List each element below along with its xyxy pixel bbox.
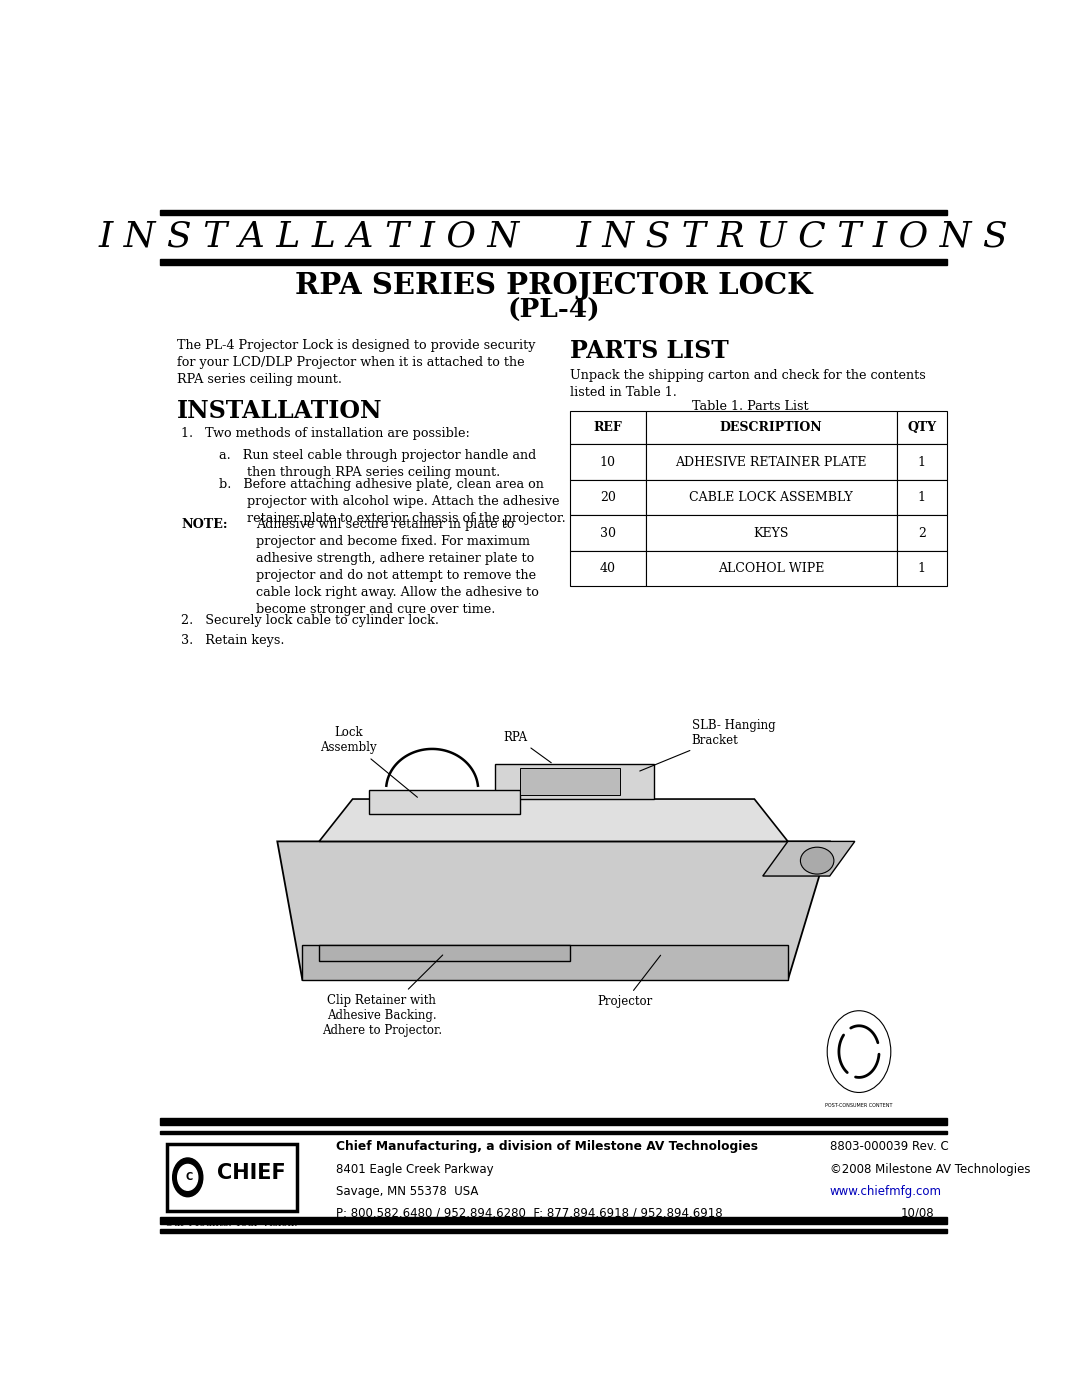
Bar <box>646 444 896 479</box>
Circle shape <box>178 1165 198 1190</box>
Bar <box>160 210 947 215</box>
Text: DESCRIPTION: DESCRIPTION <box>719 420 823 434</box>
Text: NOTE:: NOTE: <box>181 518 228 531</box>
Bar <box>160 1217 947 1224</box>
Text: 1: 1 <box>918 455 926 468</box>
Bar <box>570 411 646 444</box>
Bar <box>570 479 646 515</box>
Bar <box>896 444 947 479</box>
Text: b.   Before attaching adhesive plate, clean area on
       projector with alcoho: b. Before attaching adhesive plate, clea… <box>218 478 566 525</box>
Text: 10: 10 <box>599 455 616 468</box>
Bar <box>160 258 947 264</box>
Text: Savage, MN 55378  USA: Savage, MN 55378 USA <box>336 1185 478 1199</box>
Text: I N S T A L L A T I O N     I N S T R U C T I O N S: I N S T A L L A T I O N I N S T R U C T … <box>98 219 1009 254</box>
Text: SLB- Hanging
Bracket: SLB- Hanging Bracket <box>639 718 775 771</box>
Text: POST-CONSUMER CONTENT: POST-CONSUMER CONTENT <box>825 1104 893 1108</box>
Text: Chief Manufacturing, a division of Milestone AV Technologies: Chief Manufacturing, a division of Miles… <box>336 1140 758 1153</box>
Bar <box>646 479 896 515</box>
Text: Lock
Assembly: Lock Assembly <box>320 726 418 798</box>
Text: Unpack the shipping carton and check for the contents
listed in Table 1.: Unpack the shipping carton and check for… <box>570 369 926 400</box>
Text: C: C <box>186 1172 193 1182</box>
Text: 30: 30 <box>599 527 616 539</box>
Text: 1: 1 <box>918 492 926 504</box>
Text: 8401 Eagle Creek Parkway: 8401 Eagle Creek Parkway <box>336 1162 494 1176</box>
Text: Clip Retainer with
Adhesive Backing.
Adhere to Projector.: Clip Retainer with Adhesive Backing. Adh… <box>322 956 443 1037</box>
Bar <box>160 1229 947 1232</box>
Text: Adhesive will secure retainer in plate to
projector and become fixed. For maximu: Adhesive will secure retainer in plate t… <box>256 518 539 616</box>
Text: CABLE LOCK ASSEMBLY: CABLE LOCK ASSEMBLY <box>689 492 853 504</box>
Polygon shape <box>320 946 570 961</box>
Text: ©2008 Milestone AV Technologies: ©2008 Milestone AV Technologies <box>829 1162 1030 1176</box>
Text: Table 1. Parts List: Table 1. Parts List <box>692 400 809 414</box>
Text: ALCOHOL WIPE: ALCOHOL WIPE <box>718 562 824 576</box>
Text: 10/08: 10/08 <box>901 1207 934 1220</box>
Text: 40: 40 <box>599 562 616 576</box>
Circle shape <box>173 1158 203 1197</box>
Text: QTY: QTY <box>907 420 936 434</box>
Text: ADHESIVE RETAINER PLATE: ADHESIVE RETAINER PLATE <box>675 455 867 468</box>
Bar <box>896 550 947 587</box>
Polygon shape <box>762 841 855 876</box>
Bar <box>570 515 646 550</box>
Text: a.   Run steel cable through projector handle and
       then through RPA series: a. Run steel cable through projector han… <box>218 448 536 479</box>
Text: RPA SERIES PROJECTOR LOCK: RPA SERIES PROJECTOR LOCK <box>295 271 812 300</box>
Polygon shape <box>302 946 788 979</box>
Bar <box>570 444 646 479</box>
Text: CHIEF: CHIEF <box>217 1164 286 1183</box>
Bar <box>521 768 620 795</box>
Text: 2: 2 <box>918 527 926 539</box>
Bar <box>160 1118 947 1125</box>
Text: REF: REF <box>594 420 622 434</box>
Text: PARTS LIST: PARTS LIST <box>570 338 729 363</box>
Polygon shape <box>278 841 829 979</box>
Bar <box>896 515 947 550</box>
Bar <box>896 479 947 515</box>
Polygon shape <box>320 799 788 841</box>
Text: www.chiefmfg.com: www.chiefmfg.com <box>829 1185 942 1199</box>
Text: P: 800.582.6480 / 952.894.6280  F: 877.894.6918 / 952.894.6918: P: 800.582.6480 / 952.894.6280 F: 877.89… <box>336 1207 723 1220</box>
Text: KEYS: KEYS <box>754 527 788 539</box>
FancyBboxPatch shape <box>166 1144 297 1211</box>
Text: INSTALLATION: INSTALLATION <box>177 398 382 423</box>
Text: 3.   Retain keys.: 3. Retain keys. <box>181 634 284 647</box>
Text: 1.   Two methods of installation are possible:: 1. Two methods of installation are possi… <box>181 427 470 440</box>
Bar <box>570 550 646 587</box>
Text: RPA: RPA <box>503 731 551 763</box>
Bar <box>646 550 896 587</box>
Bar <box>160 1132 947 1134</box>
Text: 2.   Securely lock cable to cylinder lock.: 2. Securely lock cable to cylinder lock. <box>181 615 440 627</box>
Bar <box>646 515 896 550</box>
Text: (PL-4): (PL-4) <box>508 298 599 323</box>
Bar <box>646 411 896 444</box>
Ellipse shape <box>800 847 834 875</box>
Text: 8803-000039 Rev. C: 8803-000039 Rev. C <box>829 1140 948 1153</box>
Text: Our Mounts. Your Vision.: Our Mounts. Your Vision. <box>165 1220 298 1228</box>
Text: 1: 1 <box>918 562 926 576</box>
Text: 20: 20 <box>600 492 616 504</box>
Polygon shape <box>495 764 653 799</box>
Text: Projector: Projector <box>597 956 661 1009</box>
Text: The PL-4 Projector Lock is designed to provide security
for your LCD/DLP Project: The PL-4 Projector Lock is designed to p… <box>177 338 536 386</box>
Polygon shape <box>369 789 521 814</box>
Bar <box>896 411 947 444</box>
